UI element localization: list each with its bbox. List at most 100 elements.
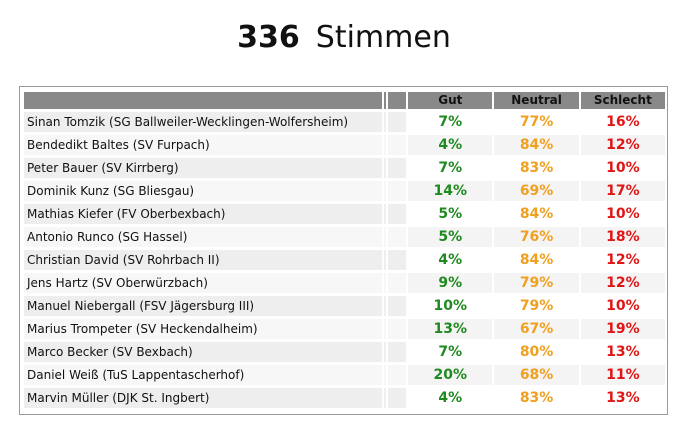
row-spacer	[384, 135, 387, 155]
gut-percent: 7%	[408, 342, 493, 362]
row-spacer	[384, 181, 387, 201]
table-row: Peter Bauer (SV Kirrberg) 7% 83% 10%	[24, 158, 665, 178]
gut-percent: 14%	[408, 181, 493, 201]
player-name: Christian David (SV Rohrbach II)	[24, 250, 383, 270]
row-spacer	[384, 204, 387, 224]
schlecht-percent: 16%	[580, 112, 665, 132]
column-header-gut: Gut	[408, 92, 493, 109]
table-row: Bendedikt Baltes (SV Furpach) 4% 84% 12%	[24, 135, 665, 155]
row-spacer	[388, 319, 407, 339]
row-spacer	[384, 319, 387, 339]
column-header-schlecht: Schlecht	[580, 92, 665, 109]
row-spacer	[384, 342, 387, 362]
row-spacer	[384, 227, 387, 247]
player-name: Peter Bauer (SV Kirrberg)	[24, 158, 383, 178]
schlecht-percent: 10%	[580, 158, 665, 178]
gut-percent: 5%	[408, 204, 493, 224]
schlecht-percent: 13%	[580, 388, 665, 408]
player-name: Antonio Runco (SG Hassel)	[24, 227, 383, 247]
vote-summary: 336 Stimmen	[0, 18, 688, 58]
row-spacer	[388, 112, 407, 132]
neutral-percent: 79%	[494, 296, 579, 316]
row-spacer	[384, 273, 387, 293]
row-spacer	[388, 273, 407, 293]
neutral-percent: 77%	[494, 112, 579, 132]
row-spacer	[384, 112, 387, 132]
gut-percent: 4%	[408, 135, 493, 155]
row-spacer	[384, 158, 387, 178]
column-header-spacer	[384, 92, 387, 109]
table-row: Antonio Runco (SG Hassel) 5% 76% 18%	[24, 227, 665, 247]
neutral-percent: 84%	[494, 204, 579, 224]
player-name: Daniel Weiß (TuS Lappentascherhof)	[24, 365, 383, 385]
gut-percent: 10%	[408, 296, 493, 316]
schlecht-percent: 19%	[580, 319, 665, 339]
column-header-neutral: Neutral	[494, 92, 579, 109]
table-row: Marco Becker (SV Bexbach) 7% 80% 13%	[24, 342, 665, 362]
table-row: Marvin Müller (DJK St. Ingbert) 4% 83% 13%	[24, 388, 665, 408]
vote-count: 336	[237, 20, 300, 55]
table-row: Marius Trompeter (SV Heckendalheim) 13% 67…	[24, 319, 665, 339]
schlecht-percent: 12%	[580, 135, 665, 155]
row-spacer	[388, 204, 407, 224]
row-spacer	[384, 388, 387, 408]
neutral-percent: 84%	[494, 250, 579, 270]
row-spacer	[388, 365, 407, 385]
player-name: Bendedikt Baltes (SV Furpach)	[24, 135, 383, 155]
row-spacer	[388, 158, 407, 178]
row-spacer	[388, 135, 407, 155]
row-spacer	[388, 227, 407, 247]
schlecht-percent: 13%	[580, 342, 665, 362]
neutral-percent: 68%	[494, 365, 579, 385]
schlecht-percent: 12%	[580, 273, 665, 293]
table-row: Christian David (SV Rohrbach II) 4% 84% 12%	[24, 250, 665, 270]
player-name: Marvin Müller (DJK St. Ingbert)	[24, 388, 383, 408]
gut-percent: 4%	[408, 250, 493, 270]
table-row: Sinan Tomzik (SG Ballweiler-Wecklingen-W…	[24, 112, 665, 132]
row-spacer	[388, 296, 407, 316]
neutral-percent: 76%	[494, 227, 579, 247]
row-spacer	[384, 365, 387, 385]
gut-percent: 7%	[408, 158, 493, 178]
gut-percent: 5%	[408, 227, 493, 247]
gut-percent: 9%	[408, 273, 493, 293]
vote-count-label: Stimmen	[315, 20, 451, 55]
poll-results-panel: Gut Neutral Schlecht Sinan Tomzik (SG Ba…	[19, 86, 668, 415]
schlecht-percent: 10%	[580, 204, 665, 224]
gut-percent: 13%	[408, 319, 493, 339]
player-name: Marius Trompeter (SV Heckendalheim)	[24, 319, 383, 339]
table-row: Mathias Kiefer (FV Oberbexbach) 5% 84% 10%	[24, 204, 665, 224]
neutral-percent: 67%	[494, 319, 579, 339]
player-name: Jens Hartz (SV Oberwürzbach)	[24, 273, 383, 293]
row-spacer	[384, 296, 387, 316]
neutral-percent: 83%	[494, 158, 579, 178]
table-row: Jens Hartz (SV Oberwürzbach) 9% 79% 12%	[24, 273, 665, 293]
poll-results-table: Gut Neutral Schlecht Sinan Tomzik (SG Ba…	[22, 89, 667, 411]
schlecht-percent: 11%	[580, 365, 665, 385]
neutral-percent: 69%	[494, 181, 579, 201]
row-spacer	[384, 250, 387, 270]
schlecht-percent: 17%	[580, 181, 665, 201]
schlecht-percent: 10%	[580, 296, 665, 316]
gut-percent: 4%	[408, 388, 493, 408]
schlecht-percent: 12%	[580, 250, 665, 270]
row-spacer	[388, 388, 407, 408]
table-row: Manuel Niebergall (FSV Jägersburg III) 10…	[24, 296, 665, 316]
player-name: Marco Becker (SV Bexbach)	[24, 342, 383, 362]
column-header-spacer	[388, 92, 407, 109]
player-name: Sinan Tomzik (SG Ballweiler-Wecklingen-W…	[24, 112, 383, 132]
table-row: Dominik Kunz (SG Bliesgau) 14% 69% 17%	[24, 181, 665, 201]
neutral-percent: 80%	[494, 342, 579, 362]
gut-percent: 20%	[408, 365, 493, 385]
schlecht-percent: 18%	[580, 227, 665, 247]
player-name: Dominik Kunz (SG Bliesgau)	[24, 181, 383, 201]
table-row: Daniel Weiß (TuS Lappentascherhof) 20% 68%…	[24, 365, 665, 385]
row-spacer	[388, 181, 407, 201]
column-header-name	[24, 92, 383, 109]
neutral-percent: 79%	[494, 273, 579, 293]
player-name: Mathias Kiefer (FV Oberbexbach)	[24, 204, 383, 224]
player-name: Manuel Niebergall (FSV Jägersburg III)	[24, 296, 383, 316]
row-spacer	[388, 250, 407, 270]
row-spacer	[388, 342, 407, 362]
neutral-percent: 83%	[494, 388, 579, 408]
